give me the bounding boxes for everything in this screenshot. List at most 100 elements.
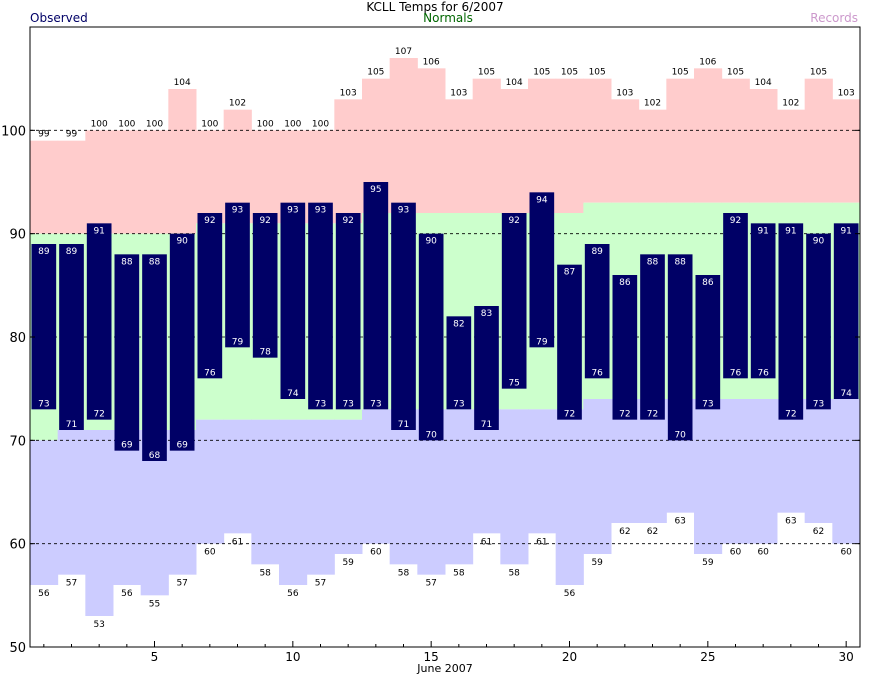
chart-title: KCLL Temps for 6/2007	[366, 0, 504, 14]
record-low-label: 57	[66, 579, 77, 589]
observed-bar	[225, 202, 250, 348]
legend-normals: Normals	[423, 11, 473, 25]
legend-observed: Observed	[30, 11, 88, 25]
observed-bar	[252, 213, 278, 358]
record-high-label: 105	[561, 68, 578, 78]
record-high-band	[777, 109, 806, 203]
record-high-label: 99	[66, 130, 78, 140]
record-low-band	[500, 409, 529, 565]
record-high-label: 102	[782, 99, 799, 109]
observed-bar	[778, 223, 804, 420]
record-low-label: 56	[38, 589, 50, 599]
record-high-label: 103	[616, 88, 633, 98]
observed-high-label: 89	[38, 247, 50, 257]
record-low-band	[555, 409, 584, 585]
observed-low-label: 76	[730, 368, 742, 378]
record-high-label: 106	[423, 57, 440, 67]
record-low-band	[334, 419, 363, 554]
record-high-band	[749, 89, 778, 203]
record-high-label: 100	[118, 119, 135, 129]
record-high-band	[666, 78, 695, 203]
record-high-band	[555, 78, 584, 214]
observed-low-label: 76	[757, 368, 769, 378]
observed-low-label: 73	[702, 399, 713, 409]
x-tick-label: 10	[285, 650, 300, 664]
observed-bar	[280, 202, 306, 399]
y-tick-label: 80	[9, 331, 26, 346]
observed-low-label: 72	[785, 410, 796, 420]
observed-low-label: 68	[149, 451, 161, 461]
observed-high-label: 91	[757, 226, 768, 236]
observed-low-label: 74	[840, 389, 852, 399]
x-tick-label: 15	[424, 650, 439, 664]
record-high-label: 100	[312, 119, 329, 129]
observed-bar	[640, 254, 665, 420]
record-high-label: 100	[201, 119, 218, 129]
record-high-label: 105	[533, 68, 550, 78]
observed-low-label: 73	[315, 399, 326, 409]
y-tick-label: 100	[1, 124, 26, 139]
record-low-band	[251, 419, 280, 565]
record-low-band	[223, 419, 252, 534]
record-low-band	[445, 409, 474, 565]
record-high-label: 105	[367, 68, 384, 78]
observed-high-label: 94	[536, 195, 548, 205]
record-high-band	[168, 89, 197, 234]
record-low-band	[362, 409, 391, 544]
observed-bar	[31, 244, 57, 410]
y-tick-label: 60	[9, 538, 26, 553]
record-low-label: 53	[93, 620, 104, 630]
record-high-band	[30, 140, 59, 234]
record-high-band	[721, 78, 750, 203]
observed-bar	[557, 264, 582, 420]
record-low-band	[113, 430, 142, 585]
observed-bar	[667, 254, 693, 441]
observed-bar	[723, 213, 748, 379]
record-low-label: 62	[813, 527, 824, 537]
record-high-band	[832, 99, 861, 203]
observed-low-label: 69	[176, 441, 188, 451]
record-high-band	[528, 78, 557, 214]
record-low-band	[694, 399, 723, 554]
record-low-label: 57	[176, 579, 187, 589]
record-low-label: 63	[674, 517, 685, 527]
observed-bar	[308, 202, 333, 410]
record-high-label: 100	[146, 119, 163, 129]
record-low-band	[306, 419, 335, 575]
observed-low-label: 71	[398, 420, 409, 430]
observed-bar	[363, 182, 389, 410]
record-low-label: 61	[536, 537, 547, 547]
record-low-label: 60	[840, 548, 852, 558]
observed-low-label: 72	[619, 410, 630, 420]
observed-high-label: 93	[287, 206, 298, 216]
y-tick-label: 50	[9, 641, 26, 656]
observed-high-label: 92	[259, 216, 270, 226]
observed-bar	[501, 213, 527, 389]
observed-low-label: 73	[813, 399, 824, 409]
y-tick-label: 90	[9, 228, 26, 243]
record-high-band	[500, 89, 529, 213]
record-high-band	[583, 78, 612, 203]
record-high-label: 100	[284, 119, 301, 129]
observed-high-label: 91	[840, 226, 851, 236]
record-high-label: 105	[589, 68, 606, 78]
observed-low-label: 75	[508, 379, 519, 389]
record-high-label: 105	[727, 68, 744, 78]
observed-low-label: 76	[591, 368, 603, 378]
observed-low-label: 71	[481, 420, 492, 430]
record-low-band	[721, 399, 750, 544]
observed-high-label: 92	[204, 216, 215, 226]
observed-bar	[806, 233, 831, 410]
observed-low-label: 78	[259, 348, 271, 358]
record-low-band	[528, 409, 557, 534]
observed-low-label: 72	[93, 410, 104, 420]
record-high-label: 102	[644, 99, 661, 109]
observed-high-label: 87	[564, 268, 575, 278]
record-low-label: 62	[619, 527, 630, 537]
observed-high-label: 90	[425, 237, 437, 247]
observed-high-label: 88	[674, 257, 686, 267]
observed-bar	[750, 223, 776, 379]
record-low-label: 58	[508, 568, 520, 578]
observed-bar	[114, 254, 140, 451]
